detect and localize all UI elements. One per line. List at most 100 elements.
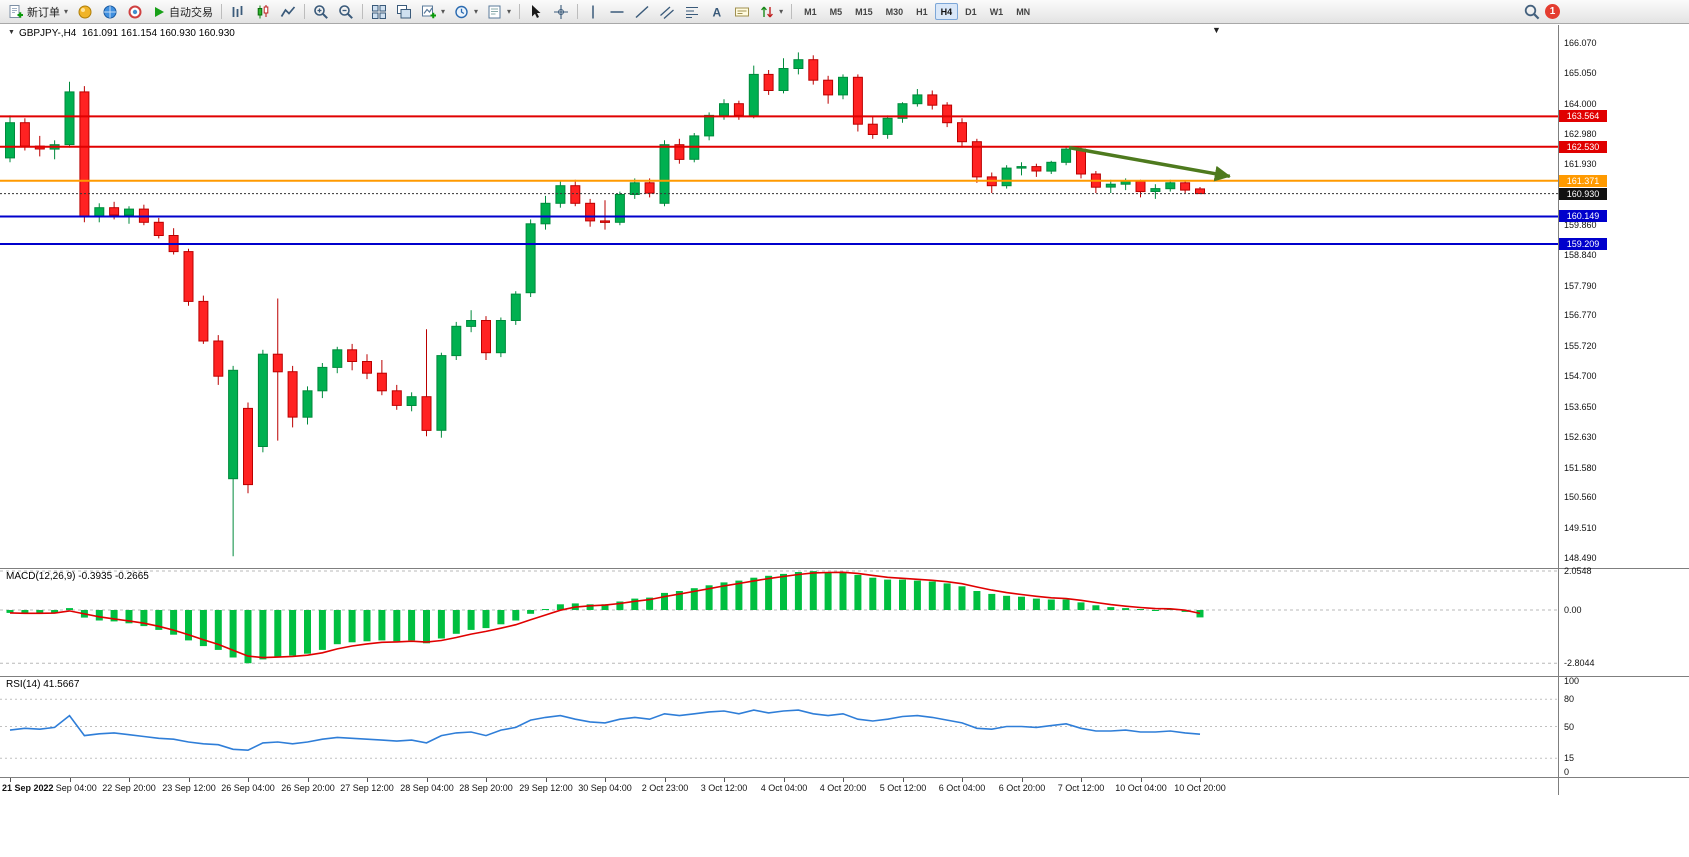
macd-signal-curve <box>9 571 1201 659</box>
tile-windows-button[interactable] <box>367 2 391 22</box>
rsi-name: RSI(14) <box>6 679 41 690</box>
zoom-out-button[interactable] <box>334 2 358 22</box>
one-click-trading-expander-icon[interactable] <box>8 28 19 39</box>
candlestick-chart-button[interactable] <box>251 2 275 22</box>
timeframe-m15[interactable]: M15 <box>855 6 873 17</box>
periods-button[interactable] <box>450 2 482 22</box>
timeframe-h4[interactable]: H4 <box>934 3 959 20</box>
timeframe-h1[interactable]: H1 <box>916 6 928 17</box>
time-scale[interactable]: 21 Sep 2022 22 Sep 04:00 22 Sep 20:00 23 Se… <box>0 777 1689 795</box>
time-label: 10 Oct 04:00 <box>1115 783 1167 793</box>
indicators-button[interactable] <box>417 2 449 22</box>
time-tick <box>903 778 904 782</box>
fibonacci-icon <box>686 6 699 18</box>
time-label: 26 Sep 04:00 <box>221 783 275 793</box>
timeframe-m1[interactable]: M1 <box>804 6 817 17</box>
cascade-windows-button[interactable] <box>392 2 416 22</box>
price-scale-label: 158.840 <box>1564 249 1597 260</box>
svg-text:A: A <box>713 5 722 19</box>
community-button[interactable] <box>123 2 147 22</box>
arrows-tool-button[interactable] <box>755 2 787 22</box>
channel-icon <box>660 6 674 19</box>
cursor-tool-button[interactable] <box>524 2 548 22</box>
line-chart-button[interactable] <box>276 2 300 22</box>
macd-name: MACD(12,26,9) <box>6 571 76 582</box>
time-label: 5 Oct 12:00 <box>879 783 927 793</box>
time-tick <box>784 778 785 782</box>
price-scale-label: 148.490 <box>1564 553 1597 564</box>
symbol-timeframe-label: GBPJPY-,H4 <box>18 28 77 39</box>
price-scale-label: 152.630 <box>1564 431 1597 442</box>
toolbar-separator <box>304 4 306 19</box>
search-icon <box>1524 4 1540 19</box>
time-tick <box>486 778 487 782</box>
line-chart-icon <box>280 5 296 17</box>
notification-badge[interactable]: 1 <box>1545 4 1560 19</box>
price-scale-label: 156.770 <box>1564 310 1597 321</box>
label-tool-button[interactable] <box>730 2 754 22</box>
price-scale-label: 150.560 <box>1564 492 1597 503</box>
timeframe-m30[interactable]: M30 <box>885 6 904 17</box>
wizard-button[interactable] <box>73 2 97 22</box>
channel-tool-button[interactable] <box>655 2 679 22</box>
new-order-button[interactable]: 新订单 <box>4 2 72 22</box>
market-watch-icon <box>103 5 117 18</box>
zoom-in-button[interactable] <box>309 2 333 22</box>
macd-signal-value: -0.2665 <box>114 571 149 582</box>
zoom-out-icon <box>339 4 353 19</box>
search-button[interactable] <box>1520 2 1544 22</box>
cascade-windows-icon <box>397 4 412 18</box>
rsi-scale-label: 80 <box>1564 694 1575 705</box>
time-tick <box>1141 778 1142 782</box>
trend-arrow[interactable] <box>1068 145 1231 182</box>
tile-windows-icon <box>372 4 387 19</box>
new-order-label: 新订单 <box>27 6 60 19</box>
time-label: 22 Sep 04:00 <box>43 783 97 793</box>
time-label: 4 Oct 04:00 <box>760 783 808 793</box>
fibonacci-tool-button[interactable] <box>680 2 704 22</box>
label-icon <box>735 7 750 16</box>
text-tool-button[interactable]: A <box>705 2 729 22</box>
macd-indicator-canvas[interactable] <box>0 569 1558 676</box>
candlestick-chart-icon <box>257 4 269 18</box>
market-watch-button[interactable] <box>98 2 122 22</box>
price-scale-label: 157.790 <box>1564 280 1597 291</box>
timeframe-w1[interactable]: W1 <box>989 6 1004 17</box>
time-label: 22 Sep 20:00 <box>102 783 156 793</box>
rsi-scale-label: 100 <box>1564 676 1580 686</box>
rsi-pane-splitter[interactable] <box>0 676 1689 677</box>
toolbar-separator <box>362 4 364 19</box>
price-scale-label: 154.700 <box>1564 371 1597 382</box>
wizard-icon <box>78 5 92 18</box>
timeframe-d1[interactable]: D1 <box>965 6 977 17</box>
vline-tool-button[interactable] <box>582 2 604 22</box>
vline-icon <box>592 5 594 18</box>
chart-shift-marker[interactable] <box>1212 25 1221 35</box>
time-label: 29 Sep 12:00 <box>519 783 573 793</box>
macd-pane-splitter[interactable] <box>0 568 1689 569</box>
autotrade-button[interactable]: 自动交易 <box>148 2 217 22</box>
price-scale-label: 162.980 <box>1564 128 1597 139</box>
time-tick <box>843 778 844 782</box>
macd-histogram <box>6 571 1204 664</box>
ohlc-values: 161.091 161.154 160.930 160.930 <box>81 28 235 39</box>
autotrade-play-icon <box>155 6 165 17</box>
bar-chart-button[interactable] <box>226 2 250 22</box>
hline-tool-button[interactable] <box>605 2 629 22</box>
price-scale[interactable]: 166.070 165.050 164.000 162.980 161.930 159.8… <box>1558 0 1689 857</box>
price-badge-162.530: 162.530 <box>1559 140 1607 153</box>
timeframe-m5[interactable]: M5 <box>829 6 843 17</box>
time-label: 10 Oct 20:00 <box>1174 783 1226 793</box>
timeframe-mn[interactable]: MN <box>1016 6 1031 17</box>
rsi-indicator-canvas[interactable] <box>0 677 1558 777</box>
macd-scale-label: 2.0548 <box>1564 565 1592 576</box>
trendline-tool-button[interactable] <box>630 2 654 22</box>
templates-button[interactable] <box>483 2 515 22</box>
crosshair-tool-button[interactable] <box>549 2 573 22</box>
price-badge-160.149: 160.149 <box>1559 210 1607 223</box>
time-label: 6 Oct 04:00 <box>938 783 986 793</box>
price-chart-canvas[interactable] <box>0 25 1558 568</box>
time-tick <box>308 778 309 782</box>
time-tick <box>962 778 963 782</box>
autotrade-label: 自动交易 <box>169 6 214 19</box>
